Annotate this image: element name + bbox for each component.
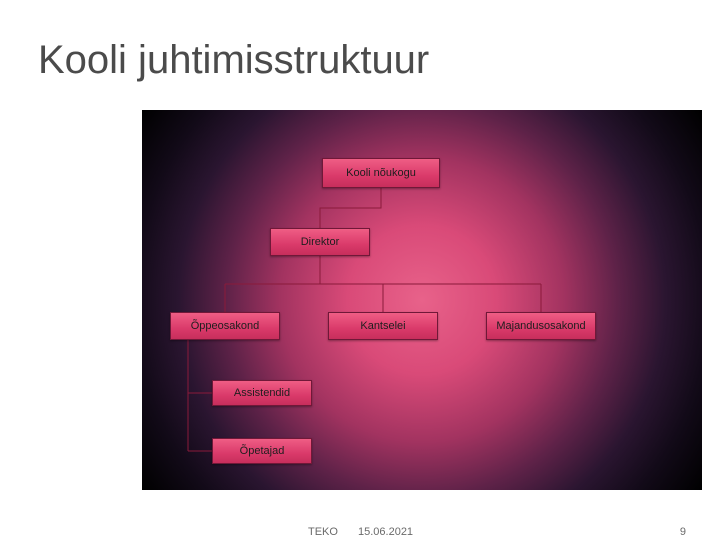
org-node-teachers: Õpetajad xyxy=(212,438,312,464)
footer-org: TEKO xyxy=(308,526,338,538)
org-node-office: Kantselei xyxy=(328,312,438,340)
org-node-econ: Majandusosakond xyxy=(486,312,596,340)
org-node-council: Kooli nõukogu xyxy=(322,158,440,188)
footer-page-number: 9 xyxy=(680,526,686,538)
org-node-assist: Assistendid xyxy=(212,380,312,406)
org-node-study: Õppeosakond xyxy=(170,312,280,340)
slide-title: Kooli juhtimisstruktuur xyxy=(38,38,429,83)
org-node-director: Direktor xyxy=(270,228,370,256)
slide: Kooli juhtimisstruktuur Kooli nõukogu Dir… xyxy=(0,0,720,540)
footer-date: 15.06.2021 xyxy=(358,526,413,538)
